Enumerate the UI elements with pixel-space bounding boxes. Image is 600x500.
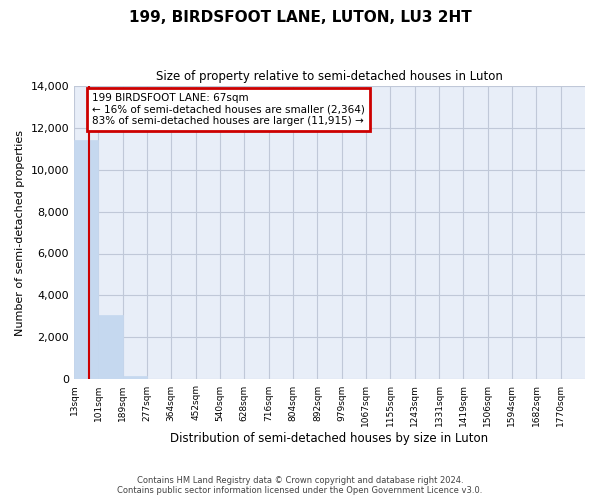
Text: Contains HM Land Registry data © Crown copyright and database right 2024.
Contai: Contains HM Land Registry data © Crown c… bbox=[118, 476, 482, 495]
Text: 199, BIRDSFOOT LANE, LUTON, LU3 2HT: 199, BIRDSFOOT LANE, LUTON, LU3 2HT bbox=[128, 10, 472, 25]
Text: 199 BIRDSFOOT LANE: 67sqm
← 16% of semi-detached houses are smaller (2,364)
83% : 199 BIRDSFOOT LANE: 67sqm ← 16% of semi-… bbox=[92, 93, 365, 126]
X-axis label: Distribution of semi-detached houses by size in Luton: Distribution of semi-detached houses by … bbox=[170, 432, 488, 445]
Bar bbox=[74, 140, 98, 380]
Title: Size of property relative to semi-detached houses in Luton: Size of property relative to semi-detach… bbox=[156, 70, 503, 83]
Y-axis label: Number of semi-detached properties: Number of semi-detached properties bbox=[15, 130, 25, 336]
Bar bbox=[98, 316, 123, 380]
Bar bbox=[123, 376, 147, 380]
